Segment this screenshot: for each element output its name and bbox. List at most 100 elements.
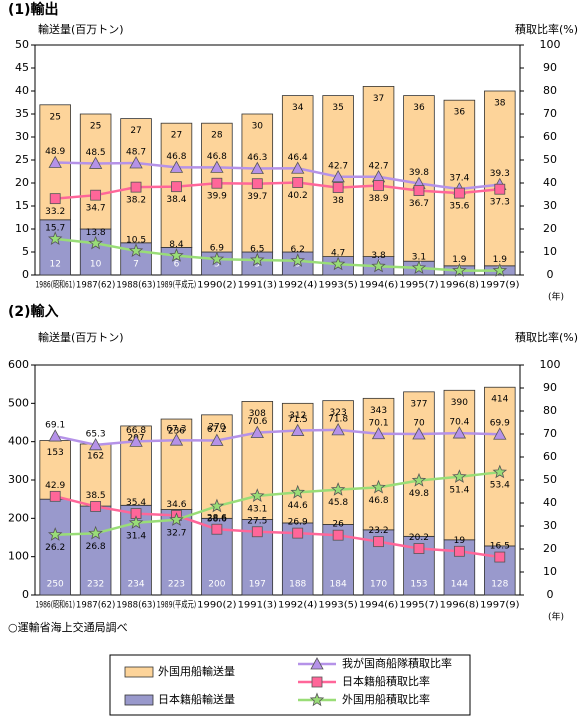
line-label: 37.3 <box>490 198 510 208</box>
y2-tick-label: 40 <box>543 496 557 509</box>
marker-star <box>492 464 508 479</box>
y-tick-label: 15 <box>15 199 29 212</box>
x-tick-label: 1988(63) <box>116 281 155 291</box>
y-tick-label: 10 <box>15 222 29 235</box>
marker-triangle <box>88 156 103 169</box>
x-tick-label: 1994(6) <box>359 601 398 611</box>
y2-tick-label: 90 <box>543 381 557 394</box>
marker-star <box>209 251 225 266</box>
marker-star <box>330 482 346 496</box>
line-label: 1.9 <box>493 255 508 265</box>
line-label: 26.8 <box>86 542 106 552</box>
line-label: 69.1 <box>45 421 65 431</box>
marker-triangle <box>88 437 103 451</box>
line-label: 36.7 <box>409 199 429 209</box>
legend-swatch <box>124 666 154 678</box>
marker-triangle <box>331 423 345 436</box>
line-label: 51.4 <box>449 485 469 495</box>
line-label: 6.5 <box>250 245 264 255</box>
line-label: 46.8 <box>369 496 389 506</box>
x-tick-label: 1987(62) <box>76 601 115 611</box>
bar <box>79 505 112 596</box>
marker-triangle <box>331 169 345 183</box>
x-tick-label: 1995(7) <box>399 281 438 291</box>
line-label: 38.4 <box>166 195 186 205</box>
line-label: 37.4 <box>449 173 469 183</box>
bar-label: 414 <box>491 395 508 405</box>
line-label: 67.2 <box>207 425 227 435</box>
bar-label: 236 <box>168 427 185 437</box>
line-label: 23.2 <box>369 526 389 536</box>
bar-label: 184 <box>330 580 347 590</box>
bar-label: 312 <box>289 411 306 421</box>
marker-star <box>250 252 265 267</box>
line-label: 6.2 <box>291 245 305 255</box>
marker-star <box>47 527 63 541</box>
bar-label: 28 <box>211 131 223 141</box>
legend-swatch <box>124 694 154 706</box>
bar-label: 144 <box>451 580 468 590</box>
y2-tick-label: 30 <box>543 519 557 532</box>
y2-tick-label: 10 <box>543 245 557 258</box>
y2-tick-label: 0 <box>547 268 554 281</box>
bar-label: 153 <box>47 448 64 458</box>
x-tick-label: 1994(6) <box>359 281 398 291</box>
y-tick-label: 0 <box>22 268 29 281</box>
y2-tick-label: 100 <box>540 38 561 51</box>
x-tick-label: 1996(8) <box>440 601 479 611</box>
marker-star <box>371 258 386 273</box>
x-tick-label: 1993(5) <box>318 601 357 611</box>
marker-star <box>452 262 467 277</box>
y-tick-label: 400 <box>8 435 29 448</box>
marker-square <box>211 523 223 535</box>
bar-label: 36 <box>413 103 425 113</box>
marker-star <box>371 479 386 494</box>
line-label: 65.3 <box>86 429 106 439</box>
y-tick-label: 0 <box>22 588 29 601</box>
bar <box>39 219 71 276</box>
line <box>55 161 500 191</box>
line-label: 71.8 <box>328 414 348 424</box>
bar-label: 128 <box>491 580 508 590</box>
marker-star <box>290 484 305 499</box>
bar <box>443 389 476 541</box>
marker-star <box>330 256 346 271</box>
y-tick-label: 25 <box>15 153 29 166</box>
bar-label: 323 <box>330 408 347 418</box>
y-axis-label: 輸送量(百万トン) <box>38 22 124 36</box>
y-tick-label: 45 <box>15 61 29 74</box>
line <box>55 470 500 536</box>
marker-square <box>49 193 61 205</box>
line-label: 53.4 <box>490 481 510 491</box>
bar-label: 170 <box>370 580 387 590</box>
line-label: 39.3 <box>490 169 510 179</box>
marker-square <box>292 527 304 539</box>
x-tick-label: 1997(9) <box>480 601 519 611</box>
y-tick-label: 200 <box>8 511 29 524</box>
line-label: 71.5 <box>288 415 308 425</box>
y2-tick-label: 80 <box>543 84 557 97</box>
line-label: 39.8 <box>409 168 429 178</box>
bar-label: 38 <box>494 99 506 109</box>
marker-triangle <box>371 426 386 440</box>
marker-star <box>411 260 427 274</box>
bar-label: 10 <box>90 260 102 270</box>
y2-tick-label: 60 <box>543 130 557 143</box>
marker-triangle <box>48 429 62 442</box>
y2-axis-label: 積取比率(%) <box>515 330 578 344</box>
line-label: 42.7 <box>369 161 389 171</box>
line-label: 26 <box>332 520 344 530</box>
bar-label: 25 <box>49 112 60 122</box>
marker-star <box>169 512 184 526</box>
line-label: 26.9 <box>288 518 308 528</box>
marker-triangle <box>291 161 305 174</box>
marker-square <box>90 501 102 512</box>
x-tick-label: 1992(4) <box>278 281 317 291</box>
line-label: 38.2 <box>126 196 146 206</box>
marker-star <box>128 515 144 529</box>
x-tick-label: 1990(2) <box>197 601 236 611</box>
marker-square <box>130 181 142 193</box>
x-tick-label: 1986(昭和61) <box>36 280 75 291</box>
marker-star <box>128 243 144 257</box>
